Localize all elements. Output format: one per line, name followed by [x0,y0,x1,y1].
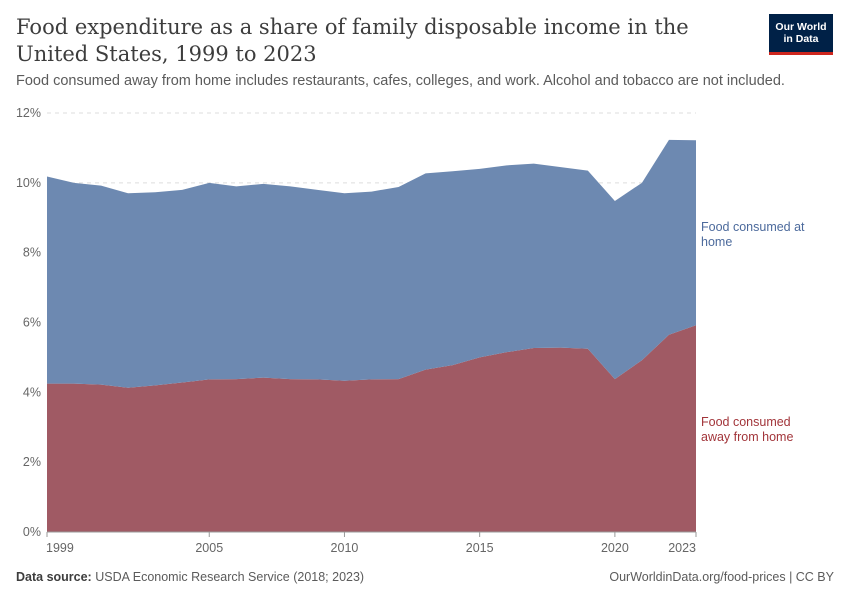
axes: 0% 2% 4% 6% 8% 10% 12% 1999 2005 2010 2015 2020 2023 [16,106,697,555]
x-tick-label: 1999 [46,541,74,555]
y-tick-label: 2% [23,455,41,469]
footer-url[interactable]: OurWorldinData.org/food-prices | CC BY [609,570,834,584]
y-tick-label: 10% [16,176,41,190]
chart-subtitle: Food consumed away from home includes re… [16,73,785,89]
logo-line-1: Our World [775,21,827,33]
y-tick-label: 4% [23,385,41,399]
series-label-at-home: Food consumed at home [701,220,805,249]
data-source-label: Data source: [16,570,92,584]
area-layer [47,139,696,532]
y-tick-label: 0% [23,525,41,539]
x-tick-label: 2005 [195,541,223,555]
logo-line-2: in Data [783,33,819,45]
data-source-text: USDA Economic Research Service (2018; 20… [95,570,365,584]
x-tick-label: 2023 [668,541,696,555]
series-labels: Food consumed at home Food consumed away fr… [701,220,805,444]
y-tick-label: 8% [23,246,41,260]
area-food-consumed-at-home [47,139,696,388]
chart-title: Food expenditure as a share of family di… [16,15,689,66]
x-tick-label: 2015 [466,541,494,555]
x-tick-label: 2010 [331,541,359,555]
series-label-away-from-home: Food consumed away from home [701,415,793,444]
x-tick-label: 2020 [601,541,629,555]
area-food-consumed-away-from-home [47,325,696,532]
data-source: Data source: USDA Economic Research Serv… [16,570,364,584]
y-tick-label: 12% [16,106,41,120]
y-tick-label: 6% [23,316,41,330]
owid-logo[interactable]: Our World in Data [769,14,833,55]
